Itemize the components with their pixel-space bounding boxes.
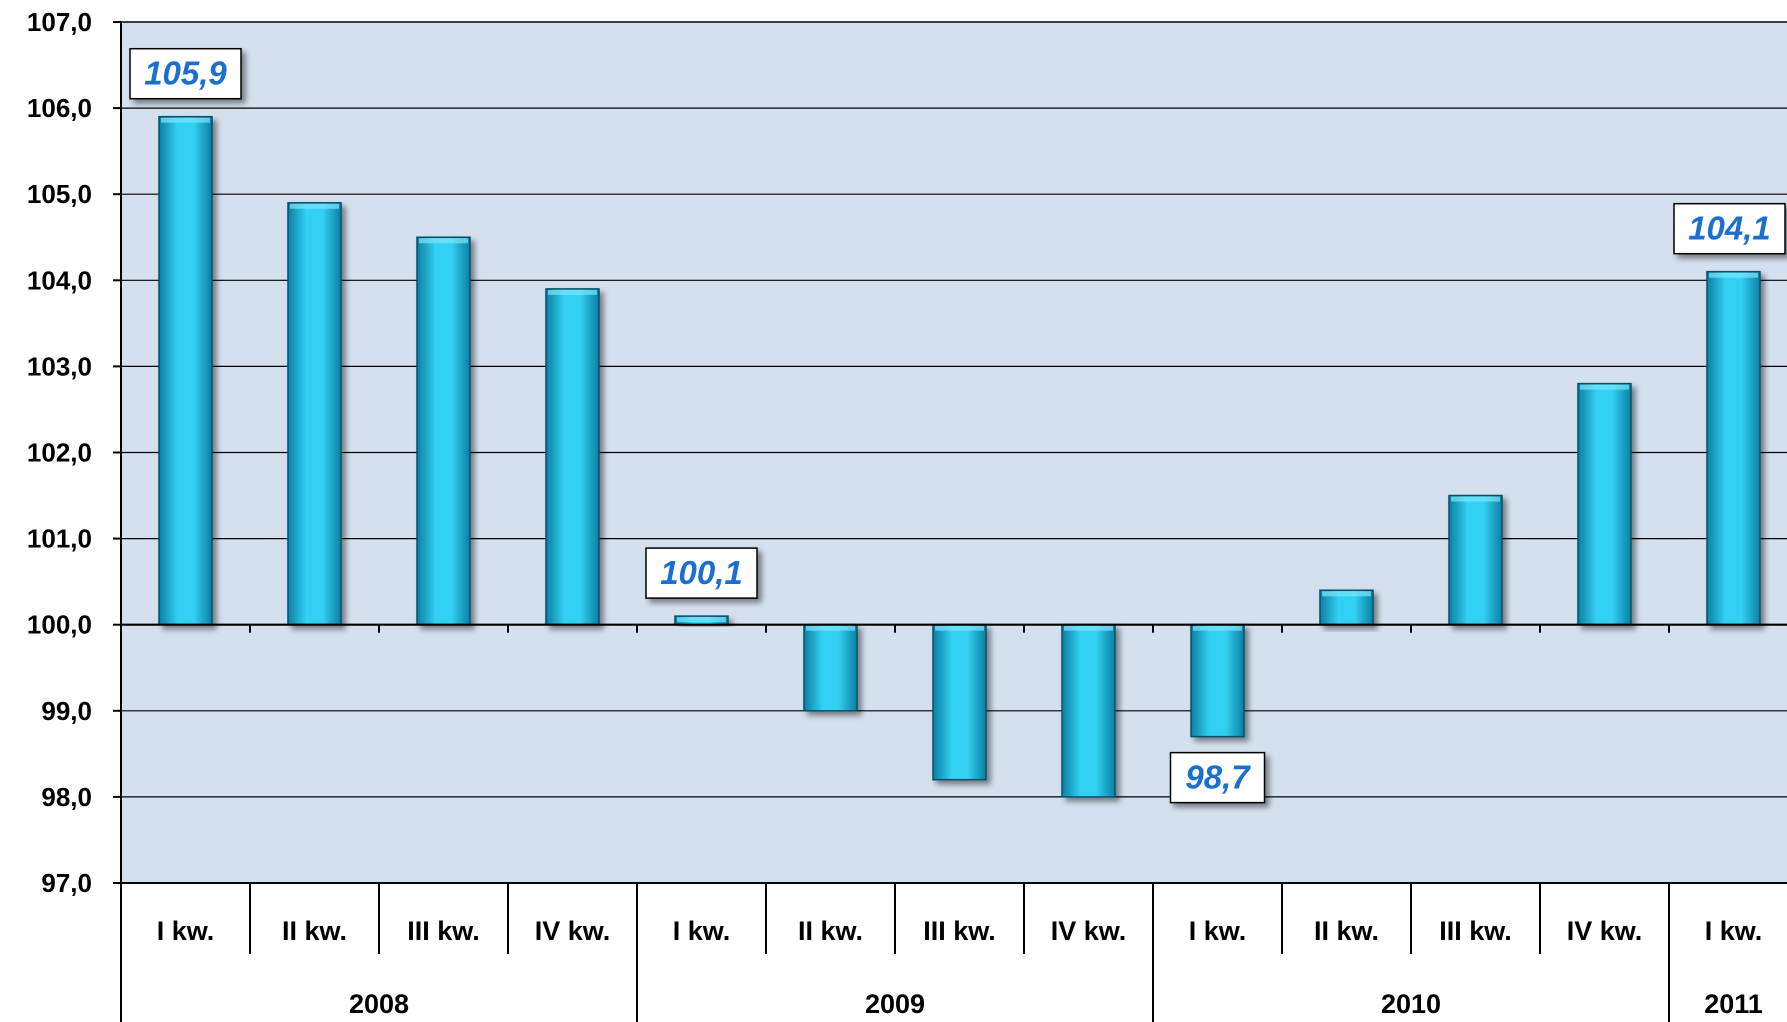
data-labels: 105,9 100,1 98,7 104,1 bbox=[129, 47, 1786, 804]
x-category-label: I kw. bbox=[1705, 916, 1763, 946]
data-label-box bbox=[129, 47, 242, 100]
y-tick-label: 106,0 bbox=[27, 93, 92, 123]
bar-highlight bbox=[1709, 272, 1758, 278]
x-category-label: IV kw. bbox=[1567, 916, 1643, 946]
x-category-label: IV kw. bbox=[1051, 916, 1127, 946]
y-tick-label: 100,0 bbox=[27, 610, 92, 640]
data-label: 104,1 bbox=[1673, 202, 1786, 255]
x-group-label: 2011 bbox=[1704, 989, 1763, 1019]
data-label-box bbox=[645, 547, 758, 599]
y-tick-label: 105,0 bbox=[27, 179, 92, 209]
data-label-box bbox=[1169, 751, 1266, 804]
bar-highlight bbox=[677, 617, 726, 623]
bar bbox=[416, 236, 471, 626]
x-category-label: II kw. bbox=[282, 916, 347, 946]
bar bbox=[545, 288, 600, 626]
bar bbox=[1706, 270, 1761, 626]
bar-highlight bbox=[935, 625, 984, 631]
bar-highlight bbox=[1193, 625, 1242, 631]
bar bbox=[1448, 494, 1503, 626]
bar-highlight bbox=[1451, 496, 1500, 502]
bar-highlight bbox=[161, 117, 210, 123]
y-tick-label: 98,0 bbox=[41, 782, 92, 812]
x-category-label: III kw. bbox=[923, 916, 996, 946]
data-label: 100,1 bbox=[645, 547, 758, 599]
data-label-text: 98,7 bbox=[1185, 759, 1251, 796]
bar-highlight bbox=[1580, 384, 1629, 390]
bar-highlight bbox=[419, 238, 468, 244]
data-label-text: 105,9 bbox=[144, 55, 227, 92]
axes: 107,0 106,0 105,0 104,0 103,0 102,0 101,0 100,0… bbox=[27, 7, 1787, 1022]
data-label: 98,7 bbox=[1169, 751, 1266, 804]
x-group-label: 2008 bbox=[349, 989, 409, 1019]
bar bbox=[932, 623, 987, 781]
data-label: 105,9 bbox=[129, 47, 242, 100]
bar bbox=[287, 202, 342, 626]
x-category-label: II kw. bbox=[1314, 916, 1379, 946]
bar-highlight bbox=[806, 625, 855, 631]
y-tick-label: 99,0 bbox=[41, 696, 92, 726]
x-category-label: II kw. bbox=[798, 916, 863, 946]
bar-highlight bbox=[1064, 625, 1113, 631]
y-tick-label: 102,0 bbox=[27, 438, 92, 468]
y-tick-label: 103,0 bbox=[27, 351, 92, 381]
data-label-text: 100,1 bbox=[660, 554, 743, 591]
y-tick-label: 104,0 bbox=[27, 265, 92, 295]
y-tick-label: 107,0 bbox=[27, 7, 92, 37]
x-category-label: I kw. bbox=[673, 916, 731, 946]
x-category-label: IV kw. bbox=[535, 916, 611, 946]
y-tick-label: 101,0 bbox=[27, 524, 92, 554]
x-category-label: I kw. bbox=[1189, 916, 1247, 946]
y-tick-label: 97,0 bbox=[41, 868, 92, 898]
bars bbox=[158, 115, 1761, 798]
data-label-text: 104,1 bbox=[1688, 210, 1771, 247]
bar bbox=[1061, 623, 1116, 798]
bar bbox=[1577, 382, 1632, 626]
bar bbox=[158, 115, 213, 626]
bar bbox=[1190, 623, 1245, 738]
bar-highlight bbox=[548, 289, 597, 295]
bar bbox=[803, 623, 858, 712]
data-label-box bbox=[1673, 202, 1786, 255]
x-category-label: I kw. bbox=[157, 916, 215, 946]
x-group-label: 2010 bbox=[1381, 989, 1441, 1019]
x-category-label: III kw. bbox=[407, 916, 480, 946]
x-category-label: III kw. bbox=[1439, 916, 1512, 946]
x-group-label: 2009 bbox=[865, 989, 925, 1019]
bar-highlight bbox=[290, 203, 339, 209]
bar-highlight bbox=[1322, 591, 1371, 597]
